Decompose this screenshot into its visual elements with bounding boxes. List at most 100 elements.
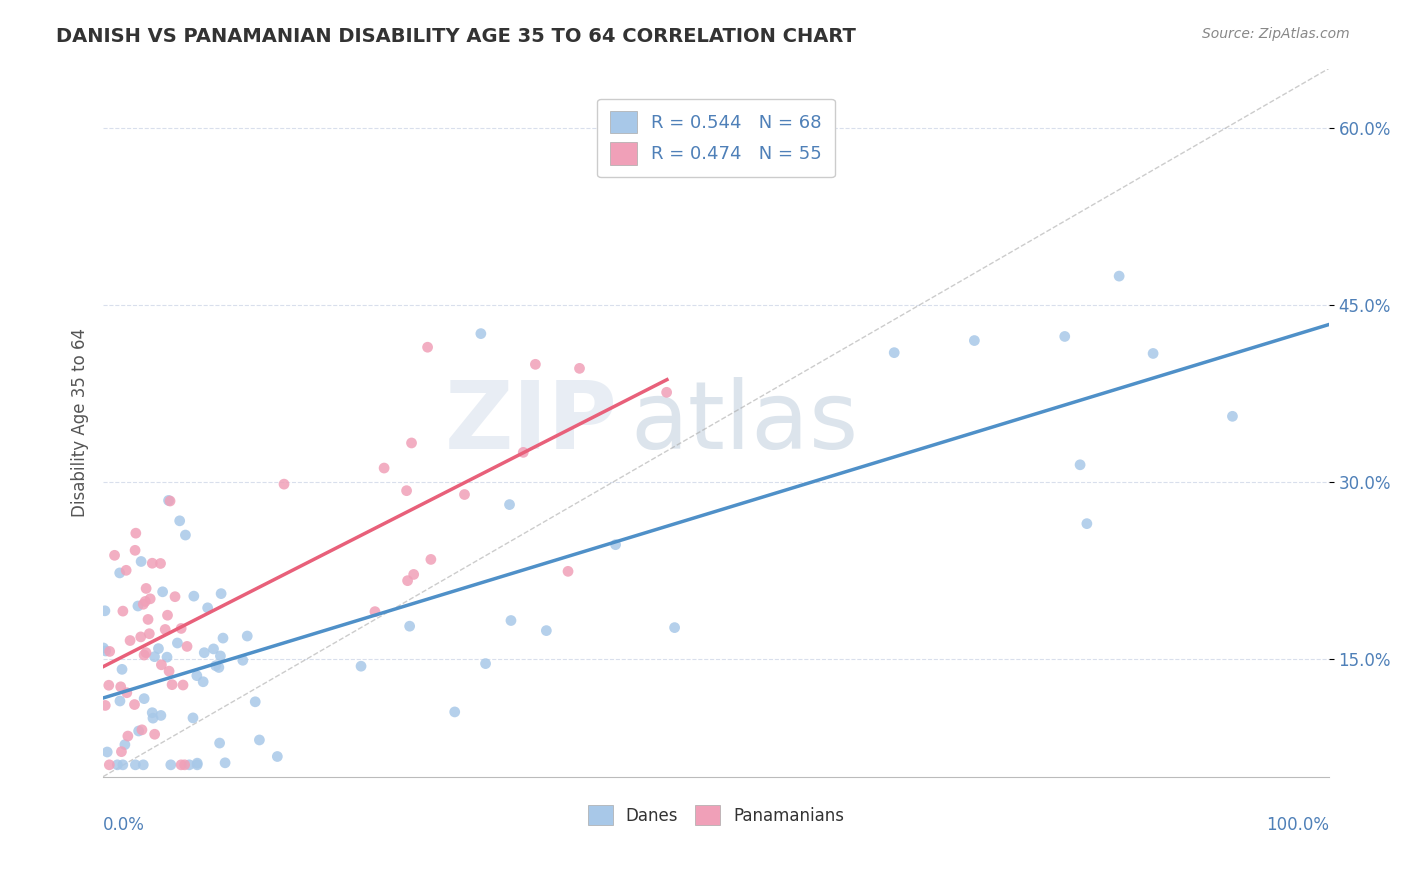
Point xyxy=(156,608,179,623)
Point xyxy=(138,626,160,640)
Point xyxy=(143,649,166,664)
Point xyxy=(524,357,547,371)
Point xyxy=(174,528,197,542)
Point xyxy=(179,757,201,772)
Y-axis label: Disability Age 35 to 64: Disability Age 35 to 64 xyxy=(72,328,89,517)
Point xyxy=(664,621,686,635)
Point xyxy=(245,695,267,709)
Point xyxy=(141,706,163,720)
Point xyxy=(402,567,425,582)
Point xyxy=(183,589,205,603)
Point xyxy=(173,757,195,772)
Point xyxy=(103,549,125,563)
Point xyxy=(132,648,155,662)
Legend: Danes, Panamanians: Danes, Panamanians xyxy=(581,798,851,832)
Point xyxy=(208,660,231,674)
Point xyxy=(364,605,387,619)
Point xyxy=(655,385,678,400)
Point xyxy=(512,445,534,459)
Point xyxy=(172,678,194,692)
Point xyxy=(1053,329,1076,343)
Point xyxy=(132,757,155,772)
Point xyxy=(568,361,591,376)
Text: 0.0%: 0.0% xyxy=(103,815,145,833)
Point xyxy=(181,711,204,725)
Point xyxy=(149,557,172,571)
Point xyxy=(197,600,219,615)
Point xyxy=(193,646,215,660)
Point xyxy=(105,757,128,772)
Point xyxy=(143,727,166,741)
Point xyxy=(249,733,271,747)
Point xyxy=(470,326,492,341)
Point xyxy=(396,574,419,588)
Text: ZIP: ZIP xyxy=(446,376,617,468)
Point xyxy=(557,565,579,579)
Point xyxy=(398,619,420,633)
Point xyxy=(1076,516,1098,531)
Point xyxy=(134,594,156,608)
Point xyxy=(1222,409,1244,424)
Point xyxy=(350,659,373,673)
Point xyxy=(111,757,134,772)
Point xyxy=(157,664,180,678)
Point xyxy=(111,662,134,676)
Point xyxy=(115,686,138,700)
Point xyxy=(416,340,439,354)
Point xyxy=(453,487,475,501)
Point xyxy=(212,631,235,645)
Text: 100.0%: 100.0% xyxy=(1265,815,1329,833)
Point xyxy=(1142,346,1164,360)
Point xyxy=(111,604,134,618)
Point xyxy=(97,678,120,692)
Point xyxy=(1069,458,1091,472)
Point xyxy=(266,749,288,764)
Point xyxy=(499,614,522,628)
Point xyxy=(136,612,159,626)
Point xyxy=(236,629,259,643)
Point xyxy=(98,644,121,658)
Point xyxy=(120,633,142,648)
Point xyxy=(166,636,188,650)
Point xyxy=(186,757,208,772)
Point xyxy=(232,653,254,667)
Point xyxy=(498,498,520,512)
Point xyxy=(373,461,395,475)
Point xyxy=(148,641,170,656)
Point xyxy=(186,756,208,771)
Point xyxy=(139,591,162,606)
Point xyxy=(149,708,172,723)
Point xyxy=(129,554,152,568)
Point xyxy=(443,705,465,719)
Point xyxy=(114,738,136,752)
Point xyxy=(124,757,146,772)
Point xyxy=(153,623,176,637)
Point xyxy=(131,723,153,737)
Point xyxy=(401,436,423,450)
Point xyxy=(605,538,627,552)
Point xyxy=(159,494,181,508)
Point xyxy=(110,745,132,759)
Point xyxy=(186,668,208,682)
Point xyxy=(474,657,496,671)
Point xyxy=(1108,269,1130,284)
Point xyxy=(202,641,225,656)
Point xyxy=(214,756,236,770)
Point xyxy=(157,493,180,508)
Point xyxy=(176,640,198,654)
Point xyxy=(96,745,118,759)
Point xyxy=(536,624,558,638)
Point xyxy=(160,678,183,692)
Point xyxy=(209,586,232,600)
Point xyxy=(883,345,905,359)
Point xyxy=(141,556,163,570)
Point xyxy=(127,599,149,613)
Point xyxy=(169,514,191,528)
Point xyxy=(159,757,181,772)
Point xyxy=(93,640,115,655)
Point xyxy=(170,757,193,772)
Point xyxy=(108,694,131,708)
Point xyxy=(150,657,173,672)
Point xyxy=(209,648,232,663)
Point xyxy=(395,483,418,498)
